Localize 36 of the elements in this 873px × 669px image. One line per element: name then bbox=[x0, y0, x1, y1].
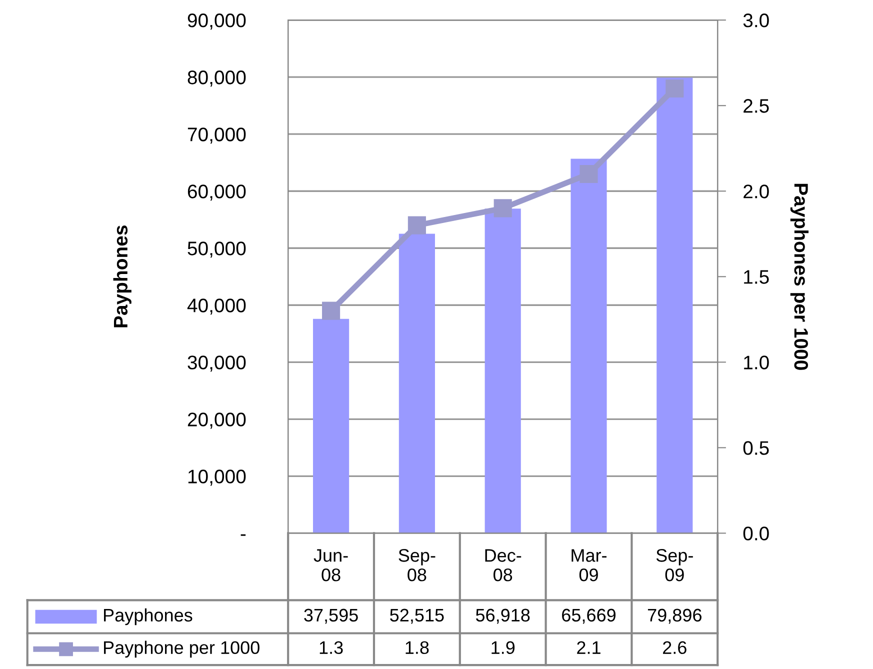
data-label: 37,595 bbox=[304, 608, 358, 624]
x-tick-label: Jun-08 bbox=[314, 549, 348, 582]
data-label: 52,515 bbox=[390, 608, 444, 624]
y-tick-label: 10,000 bbox=[188, 470, 246, 486]
y-tick-label: 20,000 bbox=[188, 412, 246, 429]
y2-tick-label: 3.0 bbox=[743, 14, 769, 28]
data-label: 2.1 bbox=[577, 641, 600, 654]
y2-tick-label: 2.5 bbox=[744, 99, 769, 113]
x-tick-label: Sep-08 bbox=[398, 549, 436, 582]
data-label: 65,669 bbox=[562, 608, 616, 624]
y2-tick-label: 1.5 bbox=[744, 270, 769, 284]
y-tick-label: 40,000 bbox=[187, 298, 246, 315]
x-tick-label: Mar-09 bbox=[572, 549, 607, 582]
data-label: 1.8 bbox=[406, 641, 429, 654]
y-axis-title: Payphones bbox=[113, 226, 132, 328]
data-label: 79,896 bbox=[648, 608, 702, 624]
y-tick-label: 60,000 bbox=[188, 184, 246, 201]
data-label: 1.9 bbox=[492, 641, 515, 654]
y2-tick-label: 1.0 bbox=[744, 356, 769, 370]
y-tick-label: 50,000 bbox=[188, 242, 246, 258]
y2-tick-label: 0.5 bbox=[743, 441, 769, 455]
legend-label: Payphones bbox=[104, 608, 192, 626]
y-tick-label: 90,000 bbox=[188, 14, 246, 30]
y2-tick-label: 0.0 bbox=[743, 526, 769, 540]
y-tick-label: 30,000 bbox=[188, 356, 246, 372]
y2-axis-title: Payphones per 1000 bbox=[790, 184, 809, 370]
x-tick-label: Dec-08 bbox=[485, 549, 522, 582]
legend-label: Payphone per 1000 bbox=[104, 640, 260, 658]
y-tick-label: - bbox=[240, 534, 246, 536]
x-tick-label: Sep-09 bbox=[656, 549, 693, 582]
y-tick-label: 70,000 bbox=[188, 128, 246, 144]
y2-tick-label: 2.0 bbox=[744, 184, 769, 198]
data-label: 1.3 bbox=[320, 641, 343, 654]
y-tick-label: 80,000 bbox=[188, 70, 246, 87]
data-label: 56,918 bbox=[476, 608, 530, 624]
data-label: 2.6 bbox=[663, 641, 686, 654]
